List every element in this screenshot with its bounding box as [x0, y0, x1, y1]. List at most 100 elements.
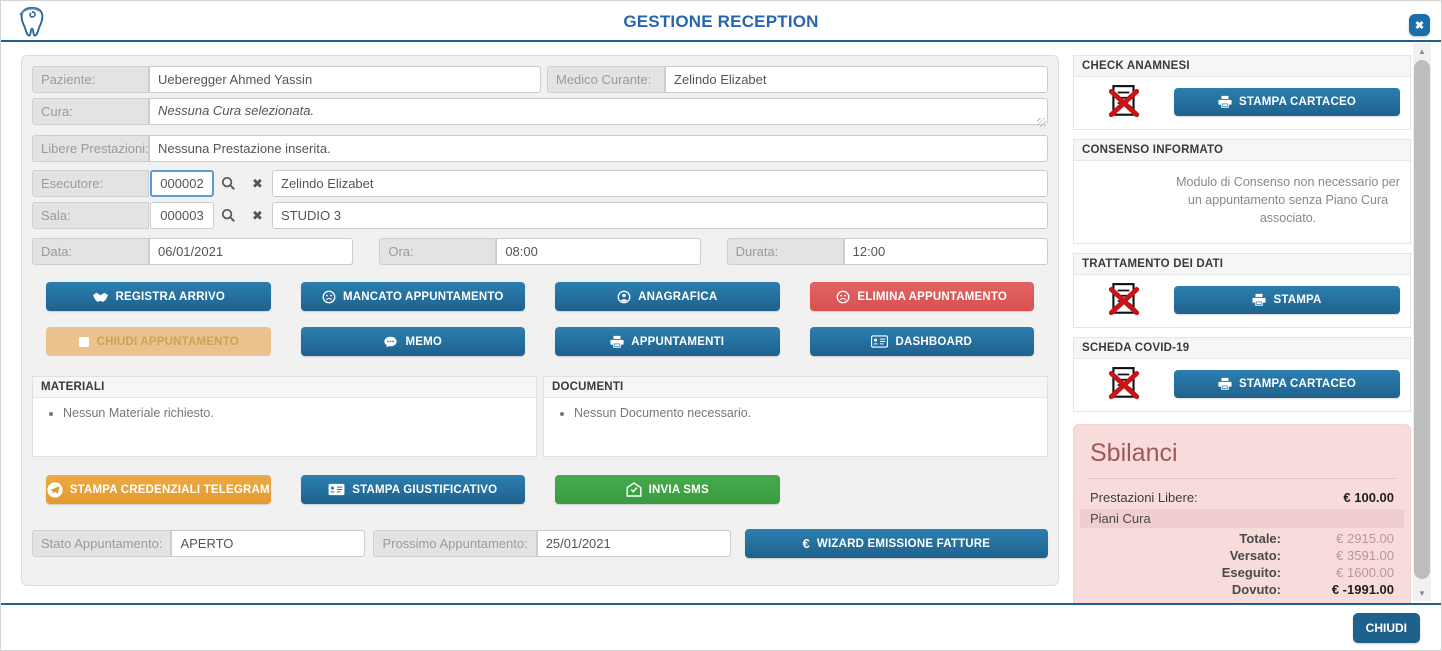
appointment-form-panel: Paziente: Medico Curante: Cura: Nessuna …	[21, 55, 1059, 586]
trattamento-dati-title: TRATTAMENTO DEI DATI	[1074, 254, 1410, 276]
page-title: GESTIONE RECEPTION	[623, 12, 819, 31]
telegram-icon	[47, 481, 63, 498]
trattamento-dati-stampa-button[interactable]: STAMPA	[1174, 286, 1400, 315]
consenso-informato-message: Modulo di Consenso non necessario per un…	[1176, 175, 1400, 226]
versato-row: Versato: € 3591.00	[1229, 548, 1394, 564]
dovuto-value: € -1991.00	[1331, 582, 1394, 598]
documenti-section: DOCUMENTI Nessun Documento necessario.	[543, 376, 1048, 457]
medico-curante-label: Medico Curante:	[547, 66, 665, 93]
sbilanci-title: Sbilanci	[1088, 435, 1396, 480]
id-card-icon	[328, 483, 345, 496]
euro-icon: €	[802, 536, 810, 551]
check-anamnesi-stampa-cartaceo-button[interactable]: STAMPA CARTACEO	[1174, 88, 1400, 116]
paziente-label: Paziente:	[32, 66, 149, 93]
status-row: Stato Appuntamento: Prossimo Appuntament…	[32, 529, 1048, 558]
row-data-ora-durata: Data: Ora: Durata:	[32, 238, 1048, 265]
scrollbar-thumb[interactable]	[1414, 60, 1430, 579]
footer-bar: CHIUDI	[1, 603, 1441, 650]
scroll-down-arrow-icon[interactable]: ▼	[1418, 588, 1426, 598]
scroll-up-arrow-icon[interactable]: ▲	[1418, 46, 1426, 56]
document-missing-icon	[1108, 85, 1140, 118]
comment-dots-icon	[384, 336, 398, 347]
durata-label: Durata:	[726, 238, 844, 265]
esecutore-name-input[interactable]	[272, 170, 1048, 197]
header: GESTIONE RECEPTION ✖	[1, 1, 1441, 42]
stato-appuntamento-input[interactable]	[171, 530, 366, 557]
libere-prestazioni-label: Libere Prestazioni:	[32, 135, 149, 162]
elimina-appuntamento-button[interactable]: ELIMINA APPUNTAMENTO	[809, 282, 1034, 311]
stampa-giustificativo-button[interactable]: STAMPA GIUSTIFICATIVO	[300, 475, 525, 504]
row-libere-prestazioni: Libere Prestazioni:	[32, 135, 1048, 162]
invia-sms-button[interactable]: INVIA SMS	[555, 475, 780, 504]
esecutore-search-button[interactable]	[214, 170, 243, 197]
esecutore-label: Esecutore:	[32, 170, 149, 197]
sala-name-input[interactable]	[272, 202, 1048, 229]
printer-icon	[1252, 294, 1267, 307]
eseguito-value: € 1600.00	[1336, 565, 1394, 581]
wizard-emissione-fatture-button[interactable]: € WIZARD EMISSIONE FATTURE	[744, 529, 1048, 558]
esecutore-clear-button[interactable]: ✖	[243, 170, 272, 197]
anagrafica-button[interactable]: ANAGRAFICA	[555, 282, 780, 311]
stampa-credenziali-telegram-button[interactable]: STAMPA CREDENZIALI TELEGRAM	[46, 475, 271, 504]
medico-curante-input[interactable]	[665, 66, 1048, 93]
materiali-title: MATERIALI	[33, 377, 536, 398]
prossimo-appuntamento-input[interactable]	[536, 530, 731, 557]
esecutore-code-input[interactable]	[150, 170, 214, 197]
id-card-icon	[871, 335, 889, 348]
window-close-button[interactable]: ✖	[1409, 14, 1430, 36]
check-anamnesi-section: CHECK ANAMNESI STAMPA CARTACEO	[1073, 55, 1411, 130]
sbilanci-panel: Sbilanci Prestazioni Libere: € 100.00 Pi…	[1073, 424, 1411, 639]
cura-textarea[interactable]: Nessuna Cura selezionata.	[149, 98, 1048, 125]
frown-icon	[836, 290, 850, 303]
check-anamnesi-title: CHECK ANAMNESI	[1074, 56, 1410, 77]
document-missing-icon	[1108, 367, 1140, 400]
search-icon	[221, 208, 235, 222]
dashboard-button[interactable]: DASHBOARD	[809, 327, 1034, 356]
consenso-informato-title: CONSENSO INFORMATO	[1074, 140, 1410, 161]
registra-arrivo-button[interactable]: REGISTRA ARRIVO	[46, 282, 271, 311]
appuntamenti-button[interactable]: APPUNTAMENTI	[555, 327, 780, 356]
envelope-check-icon	[626, 482, 642, 497]
data-input[interactable]	[149, 238, 354, 265]
totale-value: € 2915.00	[1336, 531, 1394, 547]
row-sala: Sala: ✖	[32, 202, 1048, 229]
paziente-input[interactable]	[149, 66, 541, 93]
printer-icon	[1218, 378, 1232, 391]
stop-square-icon	[78, 336, 89, 347]
sala-search-button[interactable]	[214, 202, 243, 229]
printer-icon	[1218, 95, 1232, 108]
handshake-icon	[92, 292, 108, 302]
close-icon: ✖	[1414, 19, 1425, 32]
prossimo-appuntamento-label: Prossimo Appuntamento:	[373, 530, 537, 557]
chiudi-button[interactable]: CHIUDI	[1352, 613, 1420, 643]
durata-input[interactable]	[843, 238, 1048, 265]
data-label: Data:	[32, 238, 149, 265]
piani-cura-header: Piani Cura	[1080, 509, 1404, 529]
mancato-appuntamento-button[interactable]: MANCATO APPUNTAMENTO	[300, 282, 525, 311]
secondary-buttons: STAMPA CREDENZIALI TELEGRAM STAMPA GIUST…	[46, 475, 1034, 504]
stato-appuntamento-label: Stato Appuntamento:	[32, 530, 172, 557]
sala-clear-button[interactable]: ✖	[243, 202, 272, 229]
user-circle-icon	[617, 290, 631, 303]
ora-input[interactable]	[496, 238, 701, 265]
materials-documents: MATERIALI Nessun Materiale richiesto. DO…	[32, 376, 1048, 457]
row-paziente: Paziente: Medico Curante:	[32, 66, 1048, 93]
cura-label: Cura:	[32, 98, 149, 125]
prestazioni-libere-row: Prestazioni Libere: € 100.00	[1090, 490, 1394, 506]
materiali-section: MATERIALI Nessun Materiale richiesto.	[32, 376, 537, 457]
chiudi-appuntamento-button[interactable]: CHIUDI APPUNTAMENTO	[46, 327, 271, 356]
sala-label: Sala:	[32, 202, 149, 229]
scheda-covid-stampa-cartaceo-button[interactable]: STAMPA CARTACEO	[1174, 370, 1400, 399]
row-cura: Cura: Nessuna Cura selezionata.	[32, 98, 1048, 130]
clear-icon: ✖	[252, 175, 263, 191]
search-icon	[221, 176, 235, 190]
libere-prestazioni-input[interactable]	[149, 135, 1048, 162]
sala-code-input[interactable]	[150, 202, 214, 229]
trattamento-dati-section: TRATTAMENTO DEI DATI STAMPA	[1073, 253, 1411, 329]
ora-label: Ora:	[379, 238, 497, 265]
versato-value: € 3591.00	[1336, 548, 1394, 564]
vertical-scrollbar[interactable]: ▲ ▼	[1413, 43, 1431, 601]
dovuto-row: Dovuto: € -1991.00	[1231, 582, 1394, 598]
memo-button[interactable]: MEMO	[300, 327, 525, 356]
